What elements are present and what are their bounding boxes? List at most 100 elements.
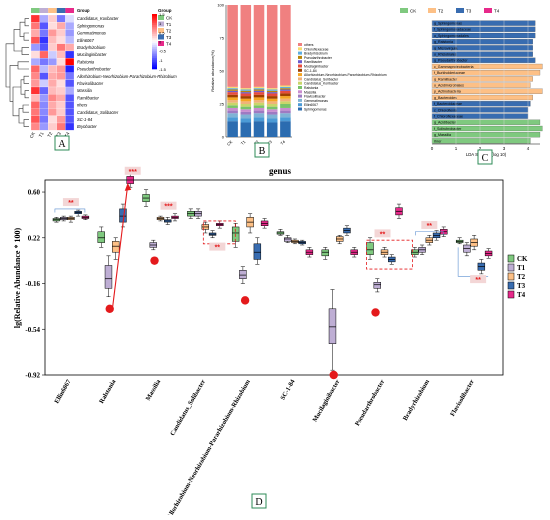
boxplot-x-label: Pseudarthrobacter — [354, 378, 386, 427]
stacked-bar-segment — [227, 117, 238, 122]
lefse-bar-label: g_Acidibacter — [434, 121, 457, 125]
stacked-bar-segment — [227, 5, 238, 87]
lefse-legend-swatch — [456, 8, 464, 13]
heatmap-cell — [30, 50, 40, 59]
heatmap-cell — [65, 14, 75, 23]
stacked-bar-segment — [280, 113, 291, 118]
dendrogram-branch — [17, 61, 29, 70]
stacked-legend-label: Gemmatimonas — [304, 99, 328, 103]
group-legend-title: Group — [158, 8, 172, 13]
boxplot-legend-label: T3 — [517, 282, 526, 290]
group-bar-cell — [56, 8, 66, 13]
stacked-bar-segment — [266, 114, 278, 119]
panel-a-box — [54, 135, 70, 151]
color-scale-step — [152, 56, 157, 59]
group-bar-cell — [39, 8, 49, 13]
heatmap-cell — [56, 101, 66, 109]
sig-label-bg — [374, 229, 391, 238]
stacked-bar-segment — [240, 111, 252, 115]
stacked-bar-segment — [253, 102, 265, 106]
stacked-legend-swatch — [298, 86, 302, 89]
heatmap-cell — [48, 115, 57, 124]
boxplot-x-label: Flavisolibacter — [449, 378, 476, 417]
heatmap-column-label: T1 — [38, 131, 45, 138]
boxplot-x-label: Candidatus_Solibacter — [169, 378, 207, 437]
stacked-bar-segment — [227, 110, 238, 114]
stacked-legend-label: Ralstonia — [304, 86, 318, 90]
lefse-bar-label: f_Chloroflexaceae — [434, 114, 463, 118]
stacked-bar-segment — [280, 88, 291, 90]
panel-d-box — [251, 493, 267, 509]
heatmap-cell — [39, 50, 49, 59]
stacked-legend-swatch — [298, 51, 302, 55]
heatmap-panel: Group Candidatus_Koribacter Sphingomonas Ge… — [5, 8, 177, 151]
heatmap-column-label: T3 — [55, 131, 62, 138]
boxplot-frame — [44, 179, 504, 376]
color-scale-step — [152, 59, 157, 62]
stacked-bar-segment — [280, 89, 291, 91]
heatmap-cell — [65, 94, 75, 102]
heatmap-cell — [48, 94, 57, 102]
decrease-marker — [371, 308, 380, 317]
color-scale-step — [152, 48, 157, 51]
heatmap-cell — [39, 43, 49, 52]
decrease-marker — [240, 296, 250, 305]
lefse-bar-label: f_Solirubrobacter — [434, 127, 462, 131]
heatmap-cell — [39, 122, 49, 131]
dendrogram-branch — [20, 79, 25, 95]
stacked-legend-swatch — [298, 47, 302, 51]
lefse-legend-label: T2 — [438, 9, 444, 14]
stacked-bar-segment — [280, 85, 291, 87]
stacked-bar-segment — [240, 92, 252, 94]
color-scale-step — [152, 19, 157, 22]
lefse-bar-label: f_Bacteroidaceae — [434, 102, 462, 106]
stacked-bar-segment — [240, 109, 252, 112]
color-scale-step — [152, 28, 157, 31]
stacked-bar-segment — [240, 90, 252, 93]
heatmap-cell — [48, 101, 57, 109]
stacked-bar-segment — [253, 5, 265, 87]
heatmap-row-label: Ralstonia — [77, 59, 95, 64]
stacked-bar-segment — [240, 98, 252, 102]
box-body — [321, 249, 329, 257]
heatmap-cell — [56, 115, 66, 124]
color-scale-step — [152, 54, 157, 57]
stacked-legend-label: Chloroflexaceae — [304, 47, 329, 51]
stacked-legend-swatch — [298, 68, 302, 72]
panel-b-label: B — [259, 146, 266, 157]
boxplot-y-tick: 0.22 — [28, 234, 41, 242]
color-scale-step — [152, 47, 157, 50]
heatmap-column-labels: CK T1 T2 T3 T4 — [29, 131, 71, 139]
heatmap-column-label: T2 — [46, 131, 53, 138]
stacked-bar-segment — [266, 122, 278, 137]
stacked-legend-swatch — [298, 90, 302, 94]
stacked-legend-swatch — [298, 81, 302, 85]
heatmap-cell — [30, 115, 40, 124]
stacked-y-tick: 25 — [220, 102, 225, 107]
stacked-x-tick: T4 — [279, 139, 286, 146]
boxplot-x-label: Massilia — [145, 378, 163, 402]
stacked-bar-legend: othersChloroflexaceaeBradyrhizobiumPseud… — [298, 43, 387, 112]
color-scale-step — [152, 17, 157, 20]
stacked-bar-segment — [240, 101, 252, 104]
heatmap-cell — [56, 122, 66, 131]
sig-label-bg — [421, 220, 438, 229]
sig-label-bg — [209, 242, 226, 251]
stacked-bar-segment — [227, 102, 238, 106]
dendrogram-branch — [12, 86, 21, 117]
heatmap-cell — [65, 65, 75, 73]
heatmap-cell — [65, 50, 75, 59]
sig-label-bg — [124, 166, 141, 175]
heatmap-cell — [56, 72, 66, 80]
stacked-bar-segment — [266, 5, 278, 89]
boxplot-title: genus — [269, 166, 292, 176]
color-scale-step — [152, 65, 157, 68]
heatmap-cell — [56, 50, 66, 59]
color-scale-tick: -0.5 — [159, 49, 167, 54]
lefse-legend: CK T2 T3 T4 — [400, 8, 500, 14]
heatmap-cell — [48, 86, 57, 95]
group-legend-swatch — [158, 15, 164, 20]
stacked-bar-segment — [240, 89, 252, 91]
stacked-legend-label: Pseudarthrobacter — [304, 56, 333, 60]
